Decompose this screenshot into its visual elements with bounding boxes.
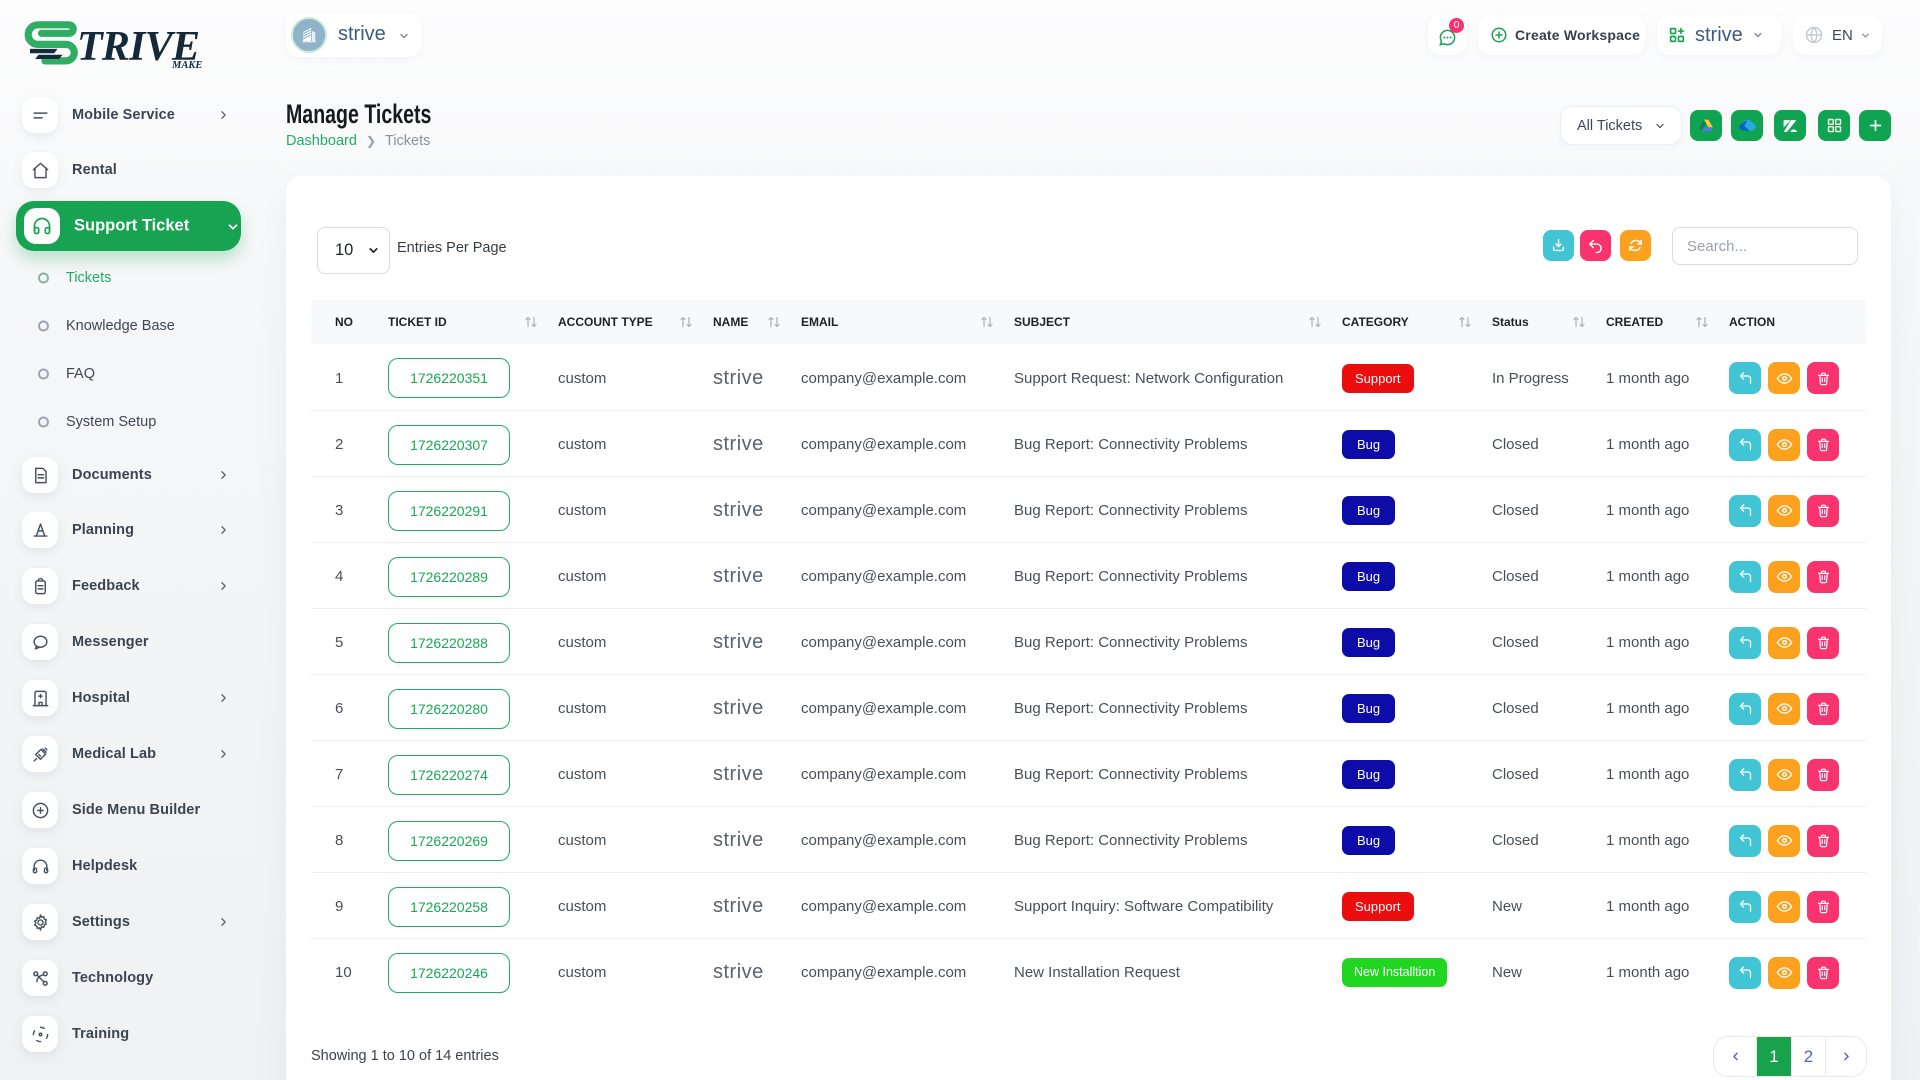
svg-text:TRIVE: TRIVE xyxy=(77,24,200,70)
svg-text:MAKE: MAKE xyxy=(171,60,202,71)
